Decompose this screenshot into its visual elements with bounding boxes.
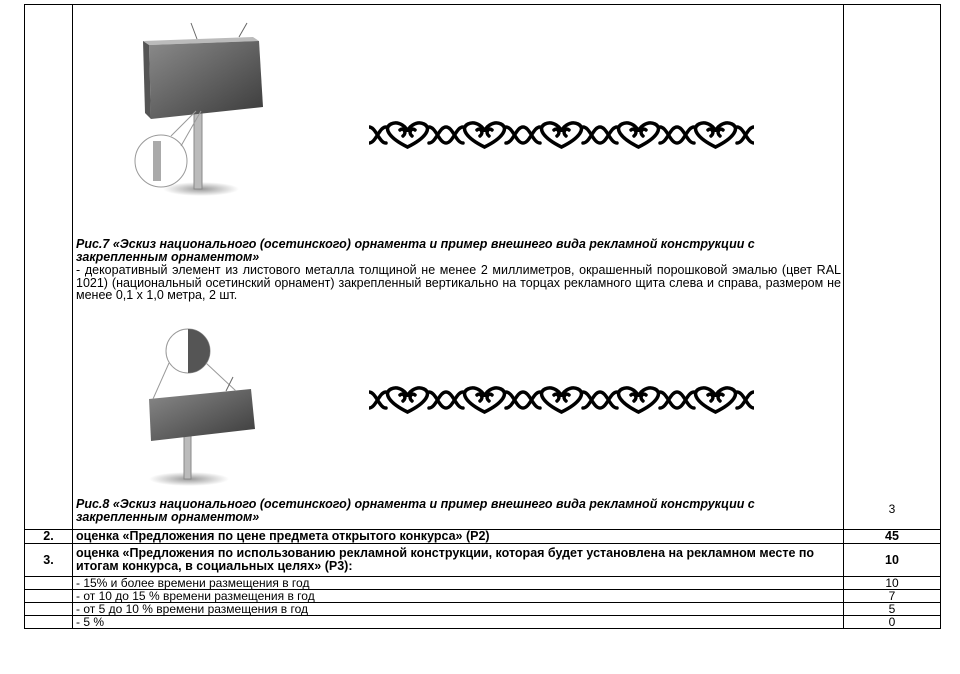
figure-caption: Рис.7 «Эскиз национального (осетинского)… bbox=[76, 237, 755, 264]
table-row: - 15% и более времени размещения в год 1… bbox=[24, 576, 941, 590]
row-text: - 15% и более времени размещения в год bbox=[72, 576, 844, 590]
cell bbox=[24, 589, 73, 603]
score-cell: 7 bbox=[843, 589, 941, 603]
score-cell: 10 bbox=[843, 543, 941, 577]
cell bbox=[24, 4, 73, 530]
table-row: Рис.7 «Эскиз национального (осетинского)… bbox=[24, 4, 941, 530]
ornament bbox=[369, 121, 754, 149]
row-text: оценка «Предложения по цене предмета отк… bbox=[72, 529, 844, 544]
table-row: 2. оценка «Предложения по цене предмета … bbox=[24, 529, 941, 544]
score-cell: 45 bbox=[843, 529, 941, 544]
billboard-sketch bbox=[149, 328, 255, 486]
figure-caption: Рис.8 «Эскиз национального (осетинского)… bbox=[76, 497, 755, 524]
table-row: - от 10 до 15 % времени размещения в год… bbox=[24, 589, 941, 603]
score-cell: 3 bbox=[843, 4, 941, 530]
table-row: 3. оценка «Предложения по использованию … bbox=[24, 543, 941, 577]
table-row: - от 5 до 10 % времени размещения в год … bbox=[24, 602, 941, 616]
row-number: 3. bbox=[24, 543, 73, 577]
score-cell: 5 bbox=[843, 602, 941, 616]
cell bbox=[24, 615, 73, 629]
billboard-sketch bbox=[134, 22, 263, 196]
figures: Рис.7 «Эскиз национального (осетинского)… bbox=[73, 5, 843, 529]
figure-description: - декоративный элемент из листового мета… bbox=[76, 263, 841, 302]
criteria-table: Рис.7 «Эскиз национального (осетинского)… bbox=[24, 4, 941, 629]
row-text: - от 5 до 10 % времени размещения в год bbox=[72, 602, 844, 616]
row-text: - от 10 до 15 % времени размещения в год bbox=[72, 589, 844, 603]
row-text: оценка «Предложения по использованию рек… bbox=[72, 543, 844, 577]
cell: Рис.7 «Эскиз национального (осетинского)… bbox=[72, 4, 844, 530]
table-row: - 5 % 0 bbox=[24, 615, 941, 629]
illustrations bbox=[134, 22, 754, 486]
ornament bbox=[369, 386, 754, 414]
score-cell: 0 bbox=[843, 615, 941, 629]
score-cell: 10 bbox=[843, 576, 941, 590]
cell bbox=[24, 576, 73, 590]
row-text: - 5 % bbox=[72, 615, 844, 629]
row-number: 2. bbox=[24, 529, 73, 544]
cell bbox=[24, 602, 73, 616]
